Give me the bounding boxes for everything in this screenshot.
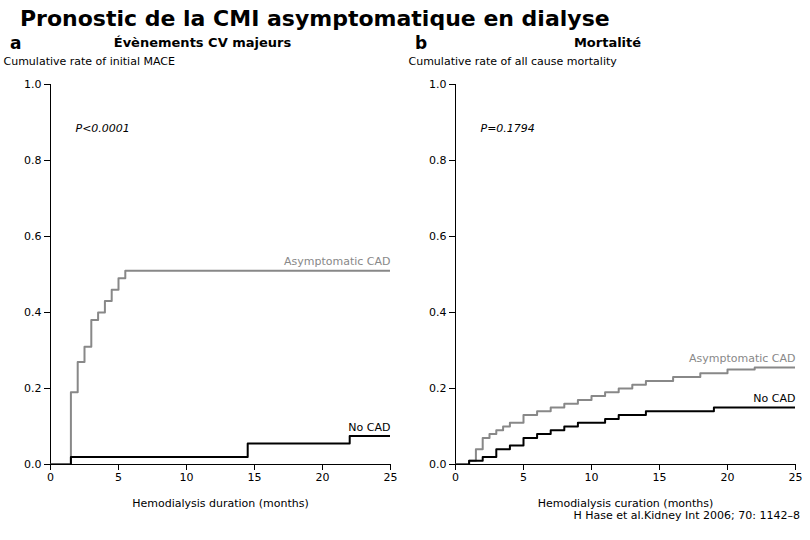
svg-text:0: 0 [452,471,459,484]
svg-text:15: 15 [653,471,667,484]
svg-text:5: 5 [520,471,527,484]
svg-text:0: 0 [47,471,54,484]
svg-text:20: 20 [316,471,330,484]
svg-text:10: 10 [585,471,599,484]
svg-text:P=0.1794: P=0.1794 [481,122,535,135]
svg-text:25: 25 [789,471,803,484]
html-text:Pronostic de la CMI asymptomat: Pronostic de la CMI asymptomatique en di… [20,6,610,31]
svg-text:20: 20 [721,471,735,484]
svg-text:Asymptomatic CAD: Asymptomatic CAD [689,352,796,365]
svg-text:No CAD: No CAD [348,421,390,434]
svg-text:10: 10 [180,471,194,484]
svg-text:Cumulative rate of initial MAC: Cumulative rate of initial MACE [4,55,175,68]
svg-text:Hemodialysis duration (months): Hemodialysis duration (months) [132,497,309,510]
svg-text:Hemodialysis curation (months): Hemodialysis curation (months) [538,497,714,510]
svg-text:P<0.0001: P<0.0001 [76,122,130,135]
svg-text:0.0: 0.0 [24,458,42,471]
svg-text:0.6: 0.6 [429,230,447,243]
svg-text:5: 5 [115,471,122,484]
html-text:H Hase et al.Kidney Int 2006;: H Hase et al.Kidney Int 2006; 70: 1142–8 [573,509,800,522]
svg-text:Cumulative rate of all cause m: Cumulative rate of all cause mortality [409,55,618,68]
svg-text:1.0: 1.0 [24,78,42,91]
svg-text:1.0: 1.0 [429,78,447,91]
svg-text:15: 15 [248,471,262,484]
svg-text:25: 25 [384,471,398,484]
svg-text:No CAD: No CAD [753,392,795,405]
svg-text:0.8: 0.8 [429,154,447,167]
svg-text:0.6: 0.6 [24,230,42,243]
svg-text:Asymptomatic CAD: Asymptomatic CAD [284,255,391,268]
html-text:Mortalité: Mortalité [573,35,642,50]
svg-text:0.0: 0.0 [429,458,447,471]
html-text:b: b [415,33,428,53]
html-text:Évènements CV majeurs: Évènements CV majeurs [113,35,292,50]
html-text:a: a [10,33,22,53]
svg-text:0.2: 0.2 [429,382,447,395]
svg-text:0.4: 0.4 [429,306,447,319]
svg-text:0.8: 0.8 [24,154,42,167]
svg-text:0.4: 0.4 [24,306,42,319]
svg-text:0.2: 0.2 [24,382,42,395]
